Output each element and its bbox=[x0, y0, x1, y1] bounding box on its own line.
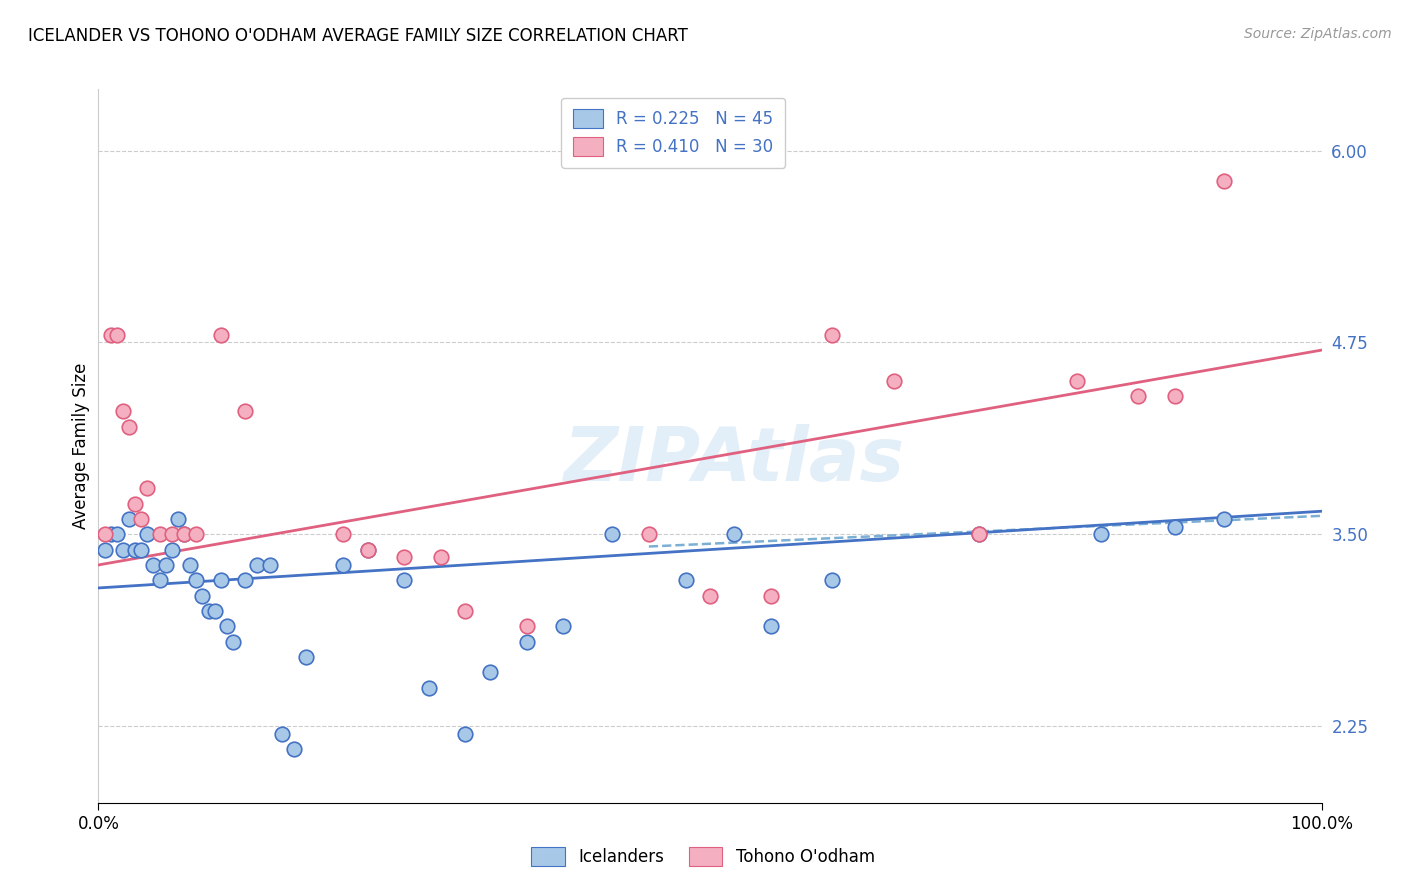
Point bbox=[167, 512, 190, 526]
Point bbox=[209, 574, 232, 588]
Point bbox=[136, 527, 159, 541]
Point bbox=[821, 327, 844, 342]
Point bbox=[129, 542, 152, 557]
Point bbox=[105, 527, 128, 541]
Point bbox=[149, 574, 172, 588]
Point bbox=[761, 589, 783, 603]
Point bbox=[356, 542, 378, 557]
Point bbox=[270, 727, 294, 741]
Point bbox=[454, 604, 477, 618]
Point bbox=[186, 527, 208, 541]
Legend: R = 0.225   N = 45, R = 0.410   N = 30: R = 0.225 N = 45, R = 0.410 N = 30 bbox=[561, 97, 785, 168]
Point bbox=[111, 542, 134, 557]
Point bbox=[699, 589, 721, 603]
Text: ZIPAtlas: ZIPAtlas bbox=[564, 424, 905, 497]
Point bbox=[136, 481, 159, 495]
Text: ICELANDER VS TOHONO O'ODHAM AVERAGE FAMILY SIZE CORRELATION CHART: ICELANDER VS TOHONO O'ODHAM AVERAGE FAMI… bbox=[28, 27, 688, 45]
Point bbox=[392, 550, 416, 565]
Point bbox=[356, 542, 378, 557]
Point bbox=[105, 327, 128, 342]
Point bbox=[186, 574, 208, 588]
Point bbox=[723, 527, 745, 541]
Point bbox=[332, 527, 354, 541]
Text: Source: ZipAtlas.com: Source: ZipAtlas.com bbox=[1244, 27, 1392, 41]
Point bbox=[155, 558, 177, 572]
Point bbox=[675, 574, 697, 588]
Point bbox=[430, 550, 453, 565]
Point bbox=[295, 650, 318, 665]
Point bbox=[967, 527, 990, 541]
Point bbox=[821, 574, 844, 588]
Point bbox=[215, 619, 238, 633]
Point bbox=[160, 542, 183, 557]
Point bbox=[1164, 389, 1187, 403]
Point bbox=[124, 497, 146, 511]
Point bbox=[967, 527, 990, 541]
Point bbox=[1164, 519, 1187, 533]
Point bbox=[173, 527, 195, 541]
Legend: Icelanders, Tohono O'odham: Icelanders, Tohono O'odham bbox=[523, 838, 883, 875]
Point bbox=[478, 665, 501, 680]
Point bbox=[204, 604, 226, 618]
Point bbox=[149, 527, 172, 541]
Point bbox=[883, 374, 905, 388]
Point bbox=[93, 542, 115, 557]
Point bbox=[173, 527, 195, 541]
Point bbox=[283, 742, 305, 756]
Point bbox=[111, 404, 134, 418]
Point bbox=[1212, 512, 1234, 526]
Point bbox=[259, 558, 281, 572]
Y-axis label: Average Family Size: Average Family Size bbox=[72, 363, 90, 529]
Point bbox=[332, 558, 354, 572]
Point bbox=[124, 542, 146, 557]
Point bbox=[233, 574, 256, 588]
Point bbox=[197, 604, 219, 618]
Point bbox=[160, 527, 183, 541]
Point bbox=[118, 512, 141, 526]
Point bbox=[600, 527, 623, 541]
Point bbox=[246, 558, 269, 572]
Point bbox=[129, 512, 152, 526]
Point bbox=[516, 619, 538, 633]
Point bbox=[191, 589, 214, 603]
Point bbox=[1128, 389, 1150, 403]
Point bbox=[392, 574, 416, 588]
Point bbox=[233, 404, 256, 418]
Point bbox=[516, 634, 538, 648]
Point bbox=[1066, 374, 1088, 388]
Point bbox=[454, 727, 477, 741]
Point bbox=[118, 419, 141, 434]
Point bbox=[1212, 174, 1234, 188]
Point bbox=[638, 527, 661, 541]
Point bbox=[179, 558, 201, 572]
Point bbox=[1090, 527, 1112, 541]
Point bbox=[761, 619, 783, 633]
Point bbox=[418, 681, 440, 695]
Point bbox=[93, 527, 115, 541]
Point bbox=[100, 527, 122, 541]
Point bbox=[100, 327, 122, 342]
Point bbox=[222, 634, 245, 648]
Point bbox=[553, 619, 575, 633]
Point bbox=[209, 327, 232, 342]
Point bbox=[142, 558, 165, 572]
